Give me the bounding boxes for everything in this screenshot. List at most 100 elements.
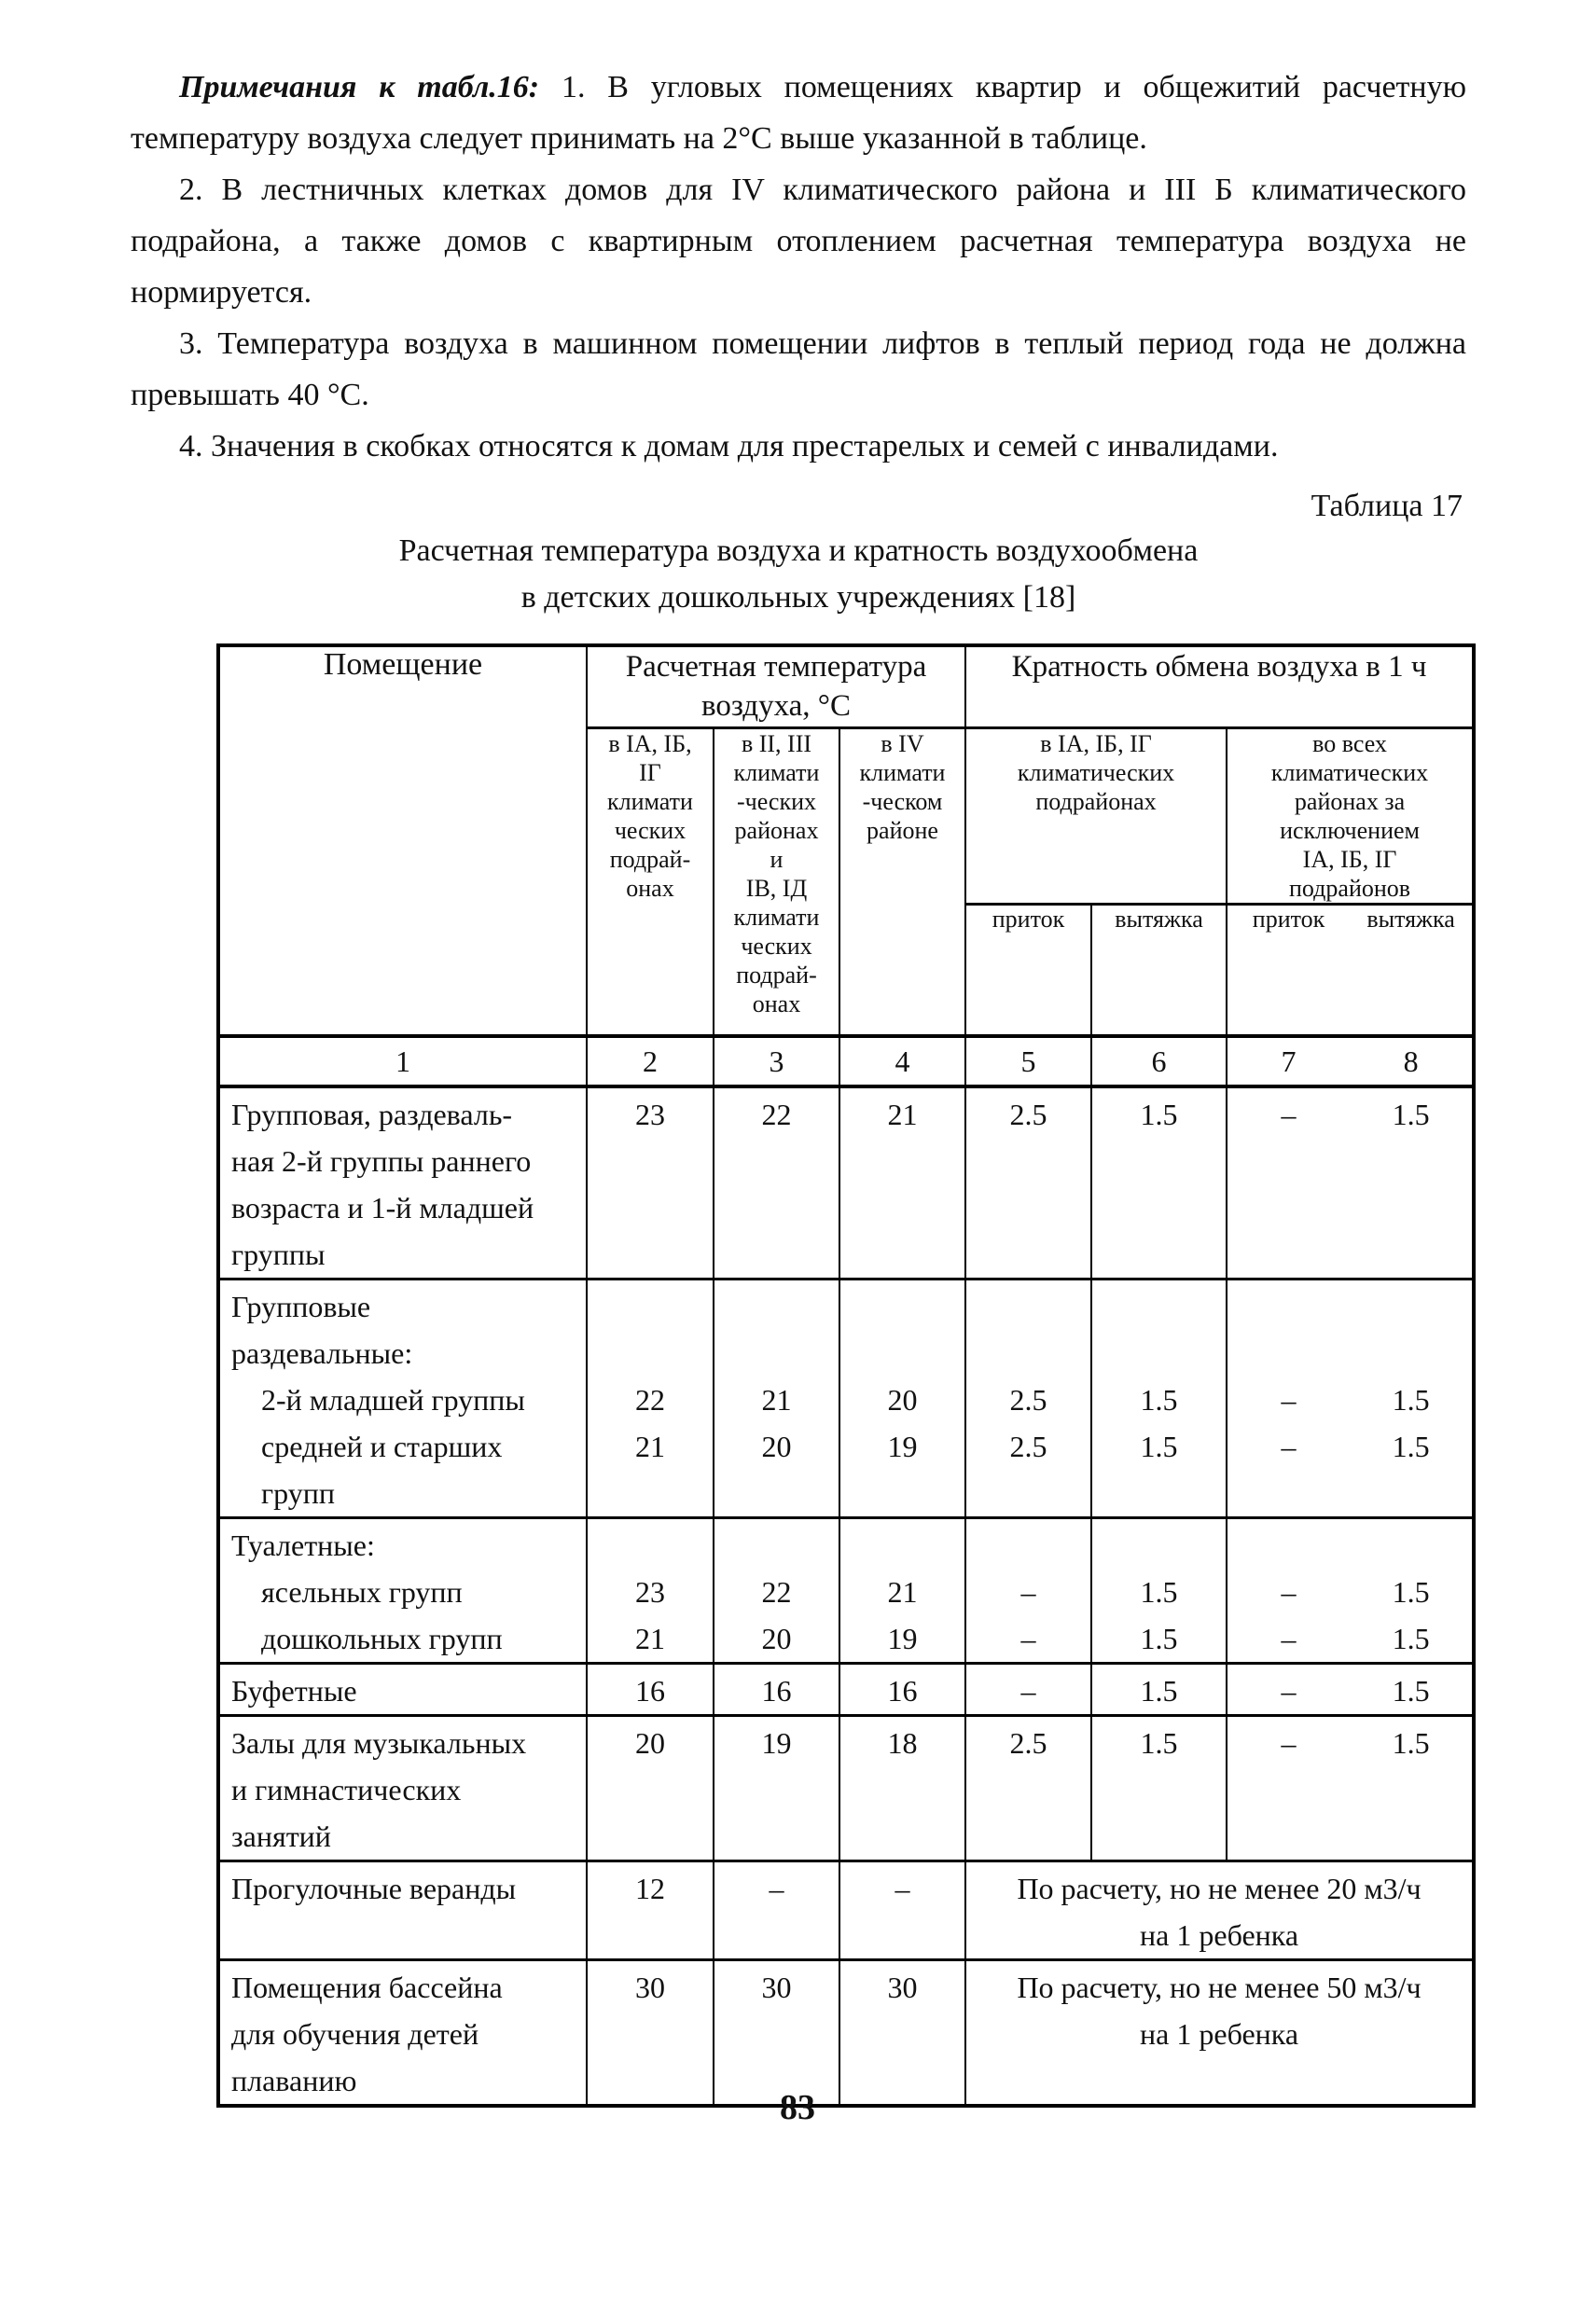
header-cell-temperature-group: Расчетная температура воздуха, °С [585, 643, 967, 729]
text-line: – [1281, 1575, 1297, 1609]
value-cell: 16 [838, 1662, 967, 1717]
text-line: – [1281, 1674, 1297, 1708]
text-line [715, 1283, 838, 1330]
text-line [1350, 1522, 1472, 1569]
value-cell: 21 [838, 1085, 967, 1280]
text-line [967, 1522, 1089, 1569]
text-line: -ческом [862, 788, 943, 815]
header-cell-col3: в II, III климати -ческих районах и IВ, IД кли… [713, 726, 840, 1038]
text-line: климати [859, 759, 946, 786]
text-line: подрайонах [1035, 788, 1157, 815]
text-line [1228, 1330, 1350, 1376]
header-cell-exchange-group: Кратность обмена воздуха в 1 ч [964, 643, 1476, 729]
text-line: 1.5 [1392, 1098, 1430, 1131]
note-cell: По расчету, но не менее 20 м3/ч на 1 ребе… [964, 1860, 1476, 1961]
header-cell-inflow-2: приток [1252, 906, 1325, 933]
value-cell: – [713, 1860, 840, 1961]
table-row: Туалетные: ясельных групп дошкольных гру… [217, 1516, 1476, 1665]
text-line: – [895, 1872, 910, 1905]
value-cell-merged: – – 1.5 1.5 [1226, 1278, 1476, 1519]
text-line: Групповые [231, 1290, 371, 1323]
notes-paragraph-2: 2. В лестничных клетках домов для IV кли… [131, 173, 1466, 310]
header-cell-room: Помещение [217, 643, 588, 1038]
value-half: – – [1228, 1522, 1350, 1661]
text-line: 2.5 [1009, 1383, 1047, 1417]
value-half: 1.5 1.5 [1350, 1283, 1472, 1470]
text-line: районах за [1294, 788, 1406, 815]
header-cell-exchange-left: в IA, IБ, IГ климатических подрайонах [964, 726, 1228, 906]
text-line: 19 [887, 1430, 918, 1463]
text-line [841, 1283, 964, 1330]
text-line [1350, 1330, 1472, 1376]
table-header: Помещение Расчетная температура воздуха, … [217, 643, 1476, 1088]
text-line: Групповая, раздеваль- [231, 1098, 513, 1131]
text-line: 20 [887, 1383, 918, 1417]
value-cell: 22 [713, 1085, 840, 1280]
text-line [1228, 1283, 1350, 1330]
text-line [967, 1330, 1089, 1376]
table-row: Залы для музыкальных и гимнастических заня… [217, 1714, 1476, 1862]
text-line: исключением [1280, 817, 1420, 844]
text-line: 21 [635, 1622, 665, 1655]
value-split: – 1.5 [1228, 1667, 1472, 1713]
text-line: на 1 ребенка [1140, 1918, 1299, 1952]
value-cell: 20 19 [838, 1278, 967, 1519]
column-number-merged: 7 8 [1226, 1034, 1476, 1088]
text-line: во всех [1312, 730, 1387, 758]
header-cell-col2: в IA, IБ, IГ климати ческих подрай-онах [586, 726, 714, 1038]
text-line: для обучения детей [231, 2017, 479, 2051]
text-line: 1.5 [1392, 1726, 1430, 1760]
text-line: занятий [231, 1819, 331, 1853]
room-cell: Залы для музыкальных и гимнастических заня… [217, 1714, 588, 1862]
table-row: Буфетные 16 16 16 – 1.5 – 1.5 [217, 1662, 1476, 1717]
value-cell: 21 19 [838, 1516, 967, 1665]
room-cell: Буфетные [217, 1662, 588, 1717]
notes-paragraph-1: Примечания к табл.16: 1. В угловых помещ… [131, 62, 1466, 164]
value-split: – 1.5 [1228, 1720, 1472, 1766]
page-content: Примечания к табл.16: 1. В угловых помещ… [131, 62, 1477, 2108]
value-cell: 2.5 2.5 [964, 1278, 1093, 1519]
text-line: онах [752, 990, 801, 1017]
text-line: По расчету, но не менее 20 м3/ч [1017, 1872, 1422, 1905]
text-line: районе [867, 817, 938, 844]
value-cell: 2.5 [964, 1714, 1093, 1862]
room-cell: Групповая, раздеваль-ная 2-й группы ранн… [217, 1085, 588, 1280]
text-line: 1.5 [1140, 1622, 1178, 1655]
text-line: IВ, IД [745, 875, 808, 902]
notes-paragraph-3: 3. Температура воздуха в машинном помеще… [131, 326, 1466, 412]
text-line: -ческих [736, 788, 816, 815]
text-line: в IA, IБ, [608, 730, 692, 757]
value-half: 1.5 [1350, 1091, 1472, 1138]
text-line [967, 1283, 1089, 1330]
value-half: – [1228, 1667, 1350, 1713]
text-line: 30 [887, 1971, 918, 2004]
text-line: 12 [635, 1872, 665, 1905]
text-line: 20 [635, 1726, 665, 1760]
value-cell: 16 [586, 1662, 714, 1717]
column-number-row: 1 2 3 4 5 6 7 8 [217, 1034, 1476, 1088]
value-cell: 1.5 1.5 [1090, 1516, 1228, 1665]
text-line: Прогулочные веранды [231, 1872, 517, 1905]
text-line: 1.5 [1140, 1430, 1178, 1463]
text-line: 1.5 [1392, 1430, 1430, 1463]
text-line: плаванию [231, 2064, 357, 2097]
column-number: 4 [838, 1034, 967, 1088]
text-line: 1.5 [1140, 1575, 1178, 1609]
room-cell: Помещения бассейна для обучения детей плав… [217, 1958, 588, 2108]
text-line: – [1281, 1098, 1297, 1131]
text-line: подрай- [609, 846, 691, 873]
text-line: 30 [761, 1971, 792, 2004]
text-line: воздуха, °С [701, 689, 852, 723]
text-line: 22 [761, 1575, 792, 1609]
text-line: – [1281, 1726, 1297, 1760]
text-line: Залы для музыкальных [231, 1726, 527, 1760]
table-17: Помещение Расчетная температура воздуха, … [216, 643, 1477, 2108]
value-half: – [1228, 1720, 1350, 1766]
text-line: 21 [887, 1098, 918, 1131]
value-cell: 23 [586, 1085, 714, 1280]
header-row-groups: Помещение Расчетная температура воздуха, … [217, 643, 1476, 1038]
text-line: 1.5 [1140, 1674, 1178, 1708]
header-row-flow: приток вытяжка приток вытяжка [218, 903, 1476, 1038]
text-line: дошкольных групп [231, 1622, 503, 1655]
